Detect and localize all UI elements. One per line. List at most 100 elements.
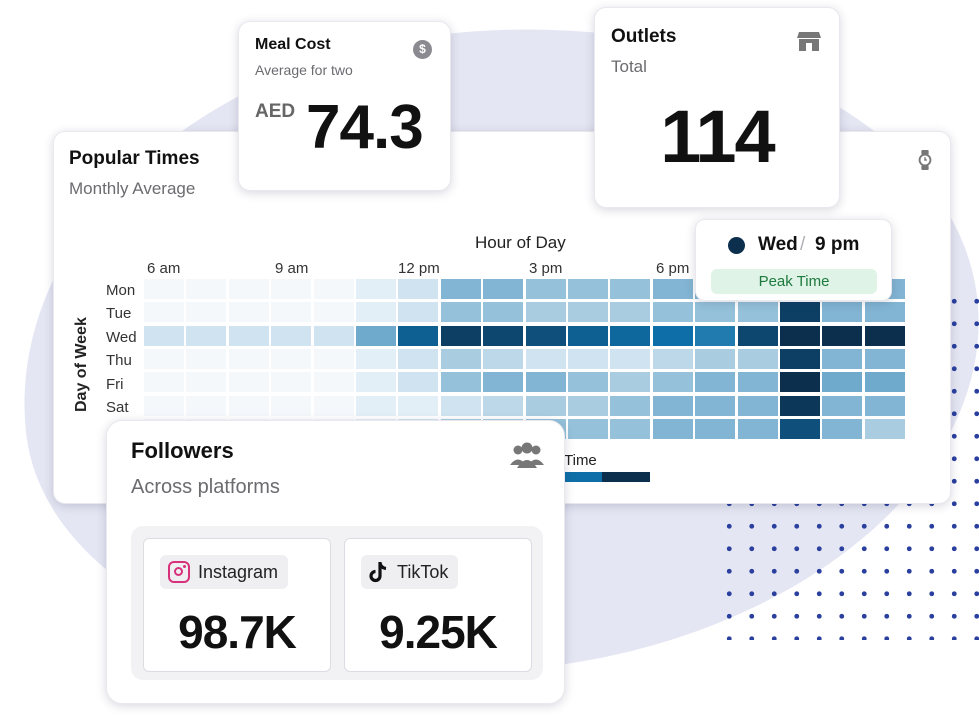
heatmap-cell[interactable] — [864, 302, 905, 323]
heatmap-cell[interactable] — [483, 325, 524, 346]
heatmap-cell[interactable] — [864, 395, 905, 416]
heatmap-cell[interactable] — [652, 372, 693, 393]
heatmap-cell[interactable] — [610, 302, 651, 323]
heatmap-cell[interactable] — [144, 279, 184, 299]
heatmap-cell[interactable] — [822, 348, 863, 369]
heatmap-cell[interactable] — [780, 395, 820, 416]
heatmap-cell[interactable] — [313, 302, 354, 323]
heatmap-cell[interactable] — [864, 325, 905, 346]
heatmap-cell[interactable] — [525, 302, 566, 323]
heatmap-cell[interactable] — [695, 302, 736, 323]
heatmap-cell[interactable] — [313, 372, 354, 393]
heatmap-cell[interactable] — [822, 325, 863, 346]
instagram-card[interactable]: Instagram 98.7K — [143, 538, 331, 672]
heatmap-cell[interactable] — [144, 395, 184, 416]
heatmap-cell[interactable] — [483, 302, 524, 323]
heatmap-cell[interactable] — [313, 395, 354, 416]
heatmap-cell[interactable] — [652, 302, 693, 323]
heatmap-cell[interactable] — [144, 372, 184, 393]
heatmap-cell[interactable] — [695, 348, 736, 369]
heatmap-cell[interactable] — [313, 325, 354, 346]
heatmap-cell[interactable] — [822, 395, 863, 416]
heatmap-cell[interactable] — [398, 279, 439, 299]
heatmap-cell[interactable] — [525, 372, 566, 393]
heatmap-cell[interactable] — [356, 348, 396, 369]
heatmap-cell[interactable] — [356, 395, 396, 416]
heatmap-cell[interactable] — [398, 372, 439, 393]
heatmap-cell[interactable] — [652, 348, 693, 369]
heatmap-cell[interactable] — [144, 302, 184, 323]
heatmap-cell[interactable] — [440, 302, 481, 323]
heatmap-cell[interactable] — [271, 372, 312, 393]
heatmap-cell[interactable] — [568, 395, 608, 416]
heatmap-cell[interactable] — [610, 325, 651, 346]
heatmap-cell[interactable] — [610, 348, 651, 369]
heatmap-cell[interactable] — [186, 348, 227, 369]
heatmap-cell[interactable] — [780, 348, 820, 369]
heatmap-cell[interactable] — [610, 279, 651, 299]
heatmap-cell[interactable] — [186, 325, 227, 346]
heatmap-cell[interactable] — [695, 418, 736, 439]
heatmap-cell[interactable] — [610, 395, 651, 416]
heatmap-cell[interactable] — [356, 372, 396, 393]
heatmap-cell[interactable] — [228, 302, 269, 323]
heatmap-cell[interactable] — [483, 395, 524, 416]
heatmap-cell[interactable] — [695, 372, 736, 393]
heatmap-cell[interactable] — [737, 348, 778, 369]
heatmap-cell[interactable] — [780, 372, 820, 393]
heatmap-cell[interactable] — [356, 302, 396, 323]
heatmap-cell[interactable] — [568, 302, 608, 323]
heatmap-cell[interactable] — [398, 325, 439, 346]
heatmap-cell[interactable] — [186, 302, 227, 323]
heatmap-cell[interactable] — [356, 279, 396, 299]
heatmap-cell[interactable] — [568, 348, 608, 369]
heatmap-cell[interactable] — [737, 302, 778, 323]
heatmap-cell[interactable] — [398, 348, 439, 369]
tiktok-card[interactable]: TikTok 9.25K — [344, 538, 532, 672]
heatmap-cell[interactable] — [568, 418, 608, 439]
heatmap-cell[interactable] — [271, 348, 312, 369]
heatmap-cell[interactable] — [228, 395, 269, 416]
heatmap-cell[interactable] — [864, 418, 905, 439]
heatmap-cell[interactable] — [568, 372, 608, 393]
heatmap-cell[interactable] — [652, 395, 693, 416]
heatmap-cell[interactable] — [568, 279, 608, 299]
heatmap-cell[interactable] — [737, 418, 778, 439]
heatmap-cell[interactable] — [271, 279, 312, 299]
heatmap-cell[interactable] — [610, 418, 651, 439]
heatmap-cell[interactable] — [568, 325, 608, 346]
heatmap-cell[interactable] — [186, 372, 227, 393]
heatmap-cell[interactable] — [695, 395, 736, 416]
heatmap-cell[interactable] — [398, 395, 439, 416]
heatmap-cell[interactable] — [271, 302, 312, 323]
heatmap-cell[interactable] — [440, 325, 481, 346]
heatmap-cell[interactable] — [525, 348, 566, 369]
heatmap-cell[interactable] — [822, 302, 863, 323]
heatmap-cell[interactable] — [186, 279, 227, 299]
heatmap-cell[interactable] — [822, 372, 863, 393]
heatmap-cell[interactable] — [652, 279, 693, 299]
heatmap-cell[interactable] — [525, 279, 566, 299]
heatmap-cell[interactable] — [356, 325, 396, 346]
heatmap-cell[interactable] — [228, 279, 269, 299]
heatmap-cell[interactable] — [652, 325, 693, 346]
heatmap-cell[interactable] — [271, 325, 312, 346]
heatmap-cell[interactable] — [864, 372, 905, 393]
heatmap-cell[interactable] — [483, 372, 524, 393]
heatmap-cell[interactable] — [144, 325, 184, 346]
heatmap-cell[interactable] — [228, 372, 269, 393]
heatmap-cell[interactable] — [483, 348, 524, 369]
heatmap-cell[interactable] — [228, 348, 269, 369]
heatmap-cell[interactable] — [525, 395, 566, 416]
heatmap-cell[interactable] — [271, 395, 312, 416]
heatmap-cell[interactable] — [780, 325, 820, 346]
heatmap-cell[interactable] — [780, 418, 820, 439]
heatmap-cell[interactable] — [440, 279, 481, 299]
heatmap-cell[interactable] — [822, 418, 863, 439]
heatmap-cell[interactable] — [864, 348, 905, 369]
heatmap-cell[interactable] — [440, 372, 481, 393]
heatmap-cell[interactable] — [144, 348, 184, 369]
heatmap-cell[interactable] — [313, 279, 354, 299]
heatmap-cell[interactable] — [440, 348, 481, 369]
heatmap-cell[interactable] — [483, 279, 524, 299]
